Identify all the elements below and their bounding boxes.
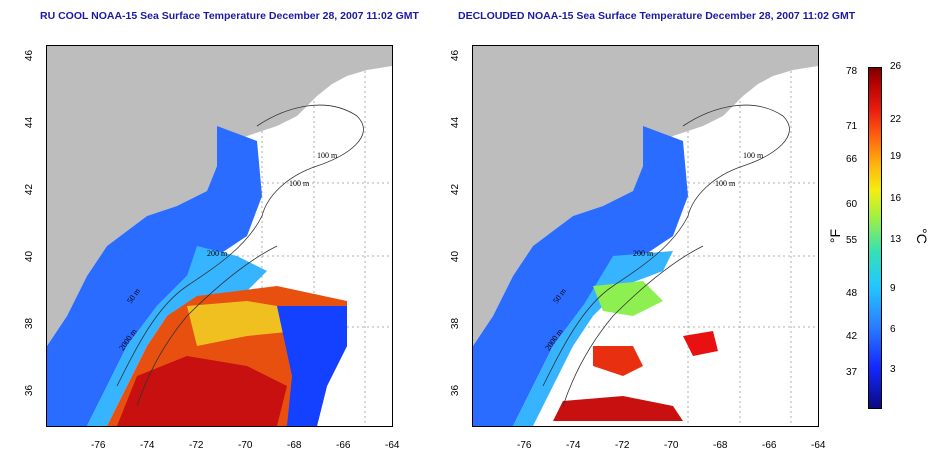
fahrenheit-tick: 66 xyxy=(846,154,858,165)
x-tick-label: -66 xyxy=(336,440,351,451)
sst-colorbar xyxy=(868,67,882,409)
celsius-tick: 16 xyxy=(890,193,902,204)
fahrenheit-tick: 37 xyxy=(846,367,858,378)
x-tick-label: -72 xyxy=(189,440,204,451)
svg-text:100 m: 100 m xyxy=(715,179,736,188)
svg-text:200 m: 200 m xyxy=(633,249,654,258)
sst-warm-patches xyxy=(593,346,643,376)
celsius-tick: 3 xyxy=(890,364,896,375)
left-map-graphic: 100 m 100 m 200 m 50 m 2000 m xyxy=(47,46,392,426)
x-tick-label: -66 xyxy=(762,440,777,451)
right-sst-map[interactable]: 100 m 100 m 200 m 50 m 2000 m xyxy=(472,45,819,427)
y-tick-label: 44 xyxy=(450,116,462,129)
land-mass xyxy=(47,46,392,346)
fahrenheit-tick: 48 xyxy=(846,288,858,299)
fahrenheit-tick: 78 xyxy=(846,66,858,77)
celsius-tick: 26 xyxy=(890,61,902,72)
fahrenheit-tick: 60 xyxy=(846,199,858,210)
x-tick-label: -64 xyxy=(385,440,400,451)
celsius-tick: 19 xyxy=(890,151,902,162)
y-tick-label: 40 xyxy=(24,250,36,263)
y-tick-label: 42 xyxy=(24,183,36,196)
x-tick-label: -76 xyxy=(517,440,532,451)
x-tick-label: -72 xyxy=(615,440,630,451)
x-tick-label: -74 xyxy=(140,440,155,451)
y-tick-label: 44 xyxy=(24,116,36,129)
x-tick-label: -76 xyxy=(91,440,106,451)
svg-text:200 m: 200 m xyxy=(207,249,228,258)
left-sst-map[interactable]: 100 m 100 m 200 m 50 m 2000 m xyxy=(46,45,393,427)
svg-text:100 m: 100 m xyxy=(289,179,310,188)
celsius-tick: 22 xyxy=(890,114,902,125)
x-tick-label: -68 xyxy=(287,440,302,451)
celsius-tick: 6 xyxy=(890,324,896,335)
x-tick-label: -74 xyxy=(566,440,581,451)
right-map-graphic: 100 m 100 m 200 m 50 m 2000 m xyxy=(473,46,818,426)
x-tick-label: -64 xyxy=(811,440,826,451)
sst-cold-band xyxy=(47,126,262,426)
sst-cold-band xyxy=(473,126,688,426)
left-panel-title: RU COOL NOAA-15 Sea Surface Temperature … xyxy=(40,10,419,22)
y-tick-label: 36 xyxy=(450,384,462,397)
fahrenheit-tick: 55 xyxy=(846,235,858,246)
land-mass xyxy=(473,46,818,346)
y-tick-label: 46 xyxy=(24,49,36,62)
celsius-tick: 13 xyxy=(890,234,902,245)
celsius-unit-label: °C xyxy=(913,228,930,244)
y-tick-label: 36 xyxy=(24,384,36,397)
y-tick-label: 46 xyxy=(450,49,462,62)
fahrenheit-tick: 42 xyxy=(846,331,858,342)
x-tick-label: -70 xyxy=(664,440,679,451)
x-tick-label: -70 xyxy=(238,440,253,451)
svg-text:100 m: 100 m xyxy=(317,151,338,160)
right-panel-title: DECLOUDED NOAA-15 Sea Surface Temperatur… xyxy=(458,10,856,22)
x-tick-label: -68 xyxy=(713,440,728,451)
y-tick-label: 42 xyxy=(450,183,462,196)
y-tick-label: 40 xyxy=(450,250,462,263)
fahrenheit-tick: 71 xyxy=(846,121,858,132)
svg-text:100 m: 100 m xyxy=(743,151,764,160)
y-tick-label: 38 xyxy=(450,317,462,330)
y-tick-label: 38 xyxy=(24,317,36,330)
celsius-tick: 9 xyxy=(890,283,896,294)
fahrenheit-unit-label: °F xyxy=(827,228,844,244)
